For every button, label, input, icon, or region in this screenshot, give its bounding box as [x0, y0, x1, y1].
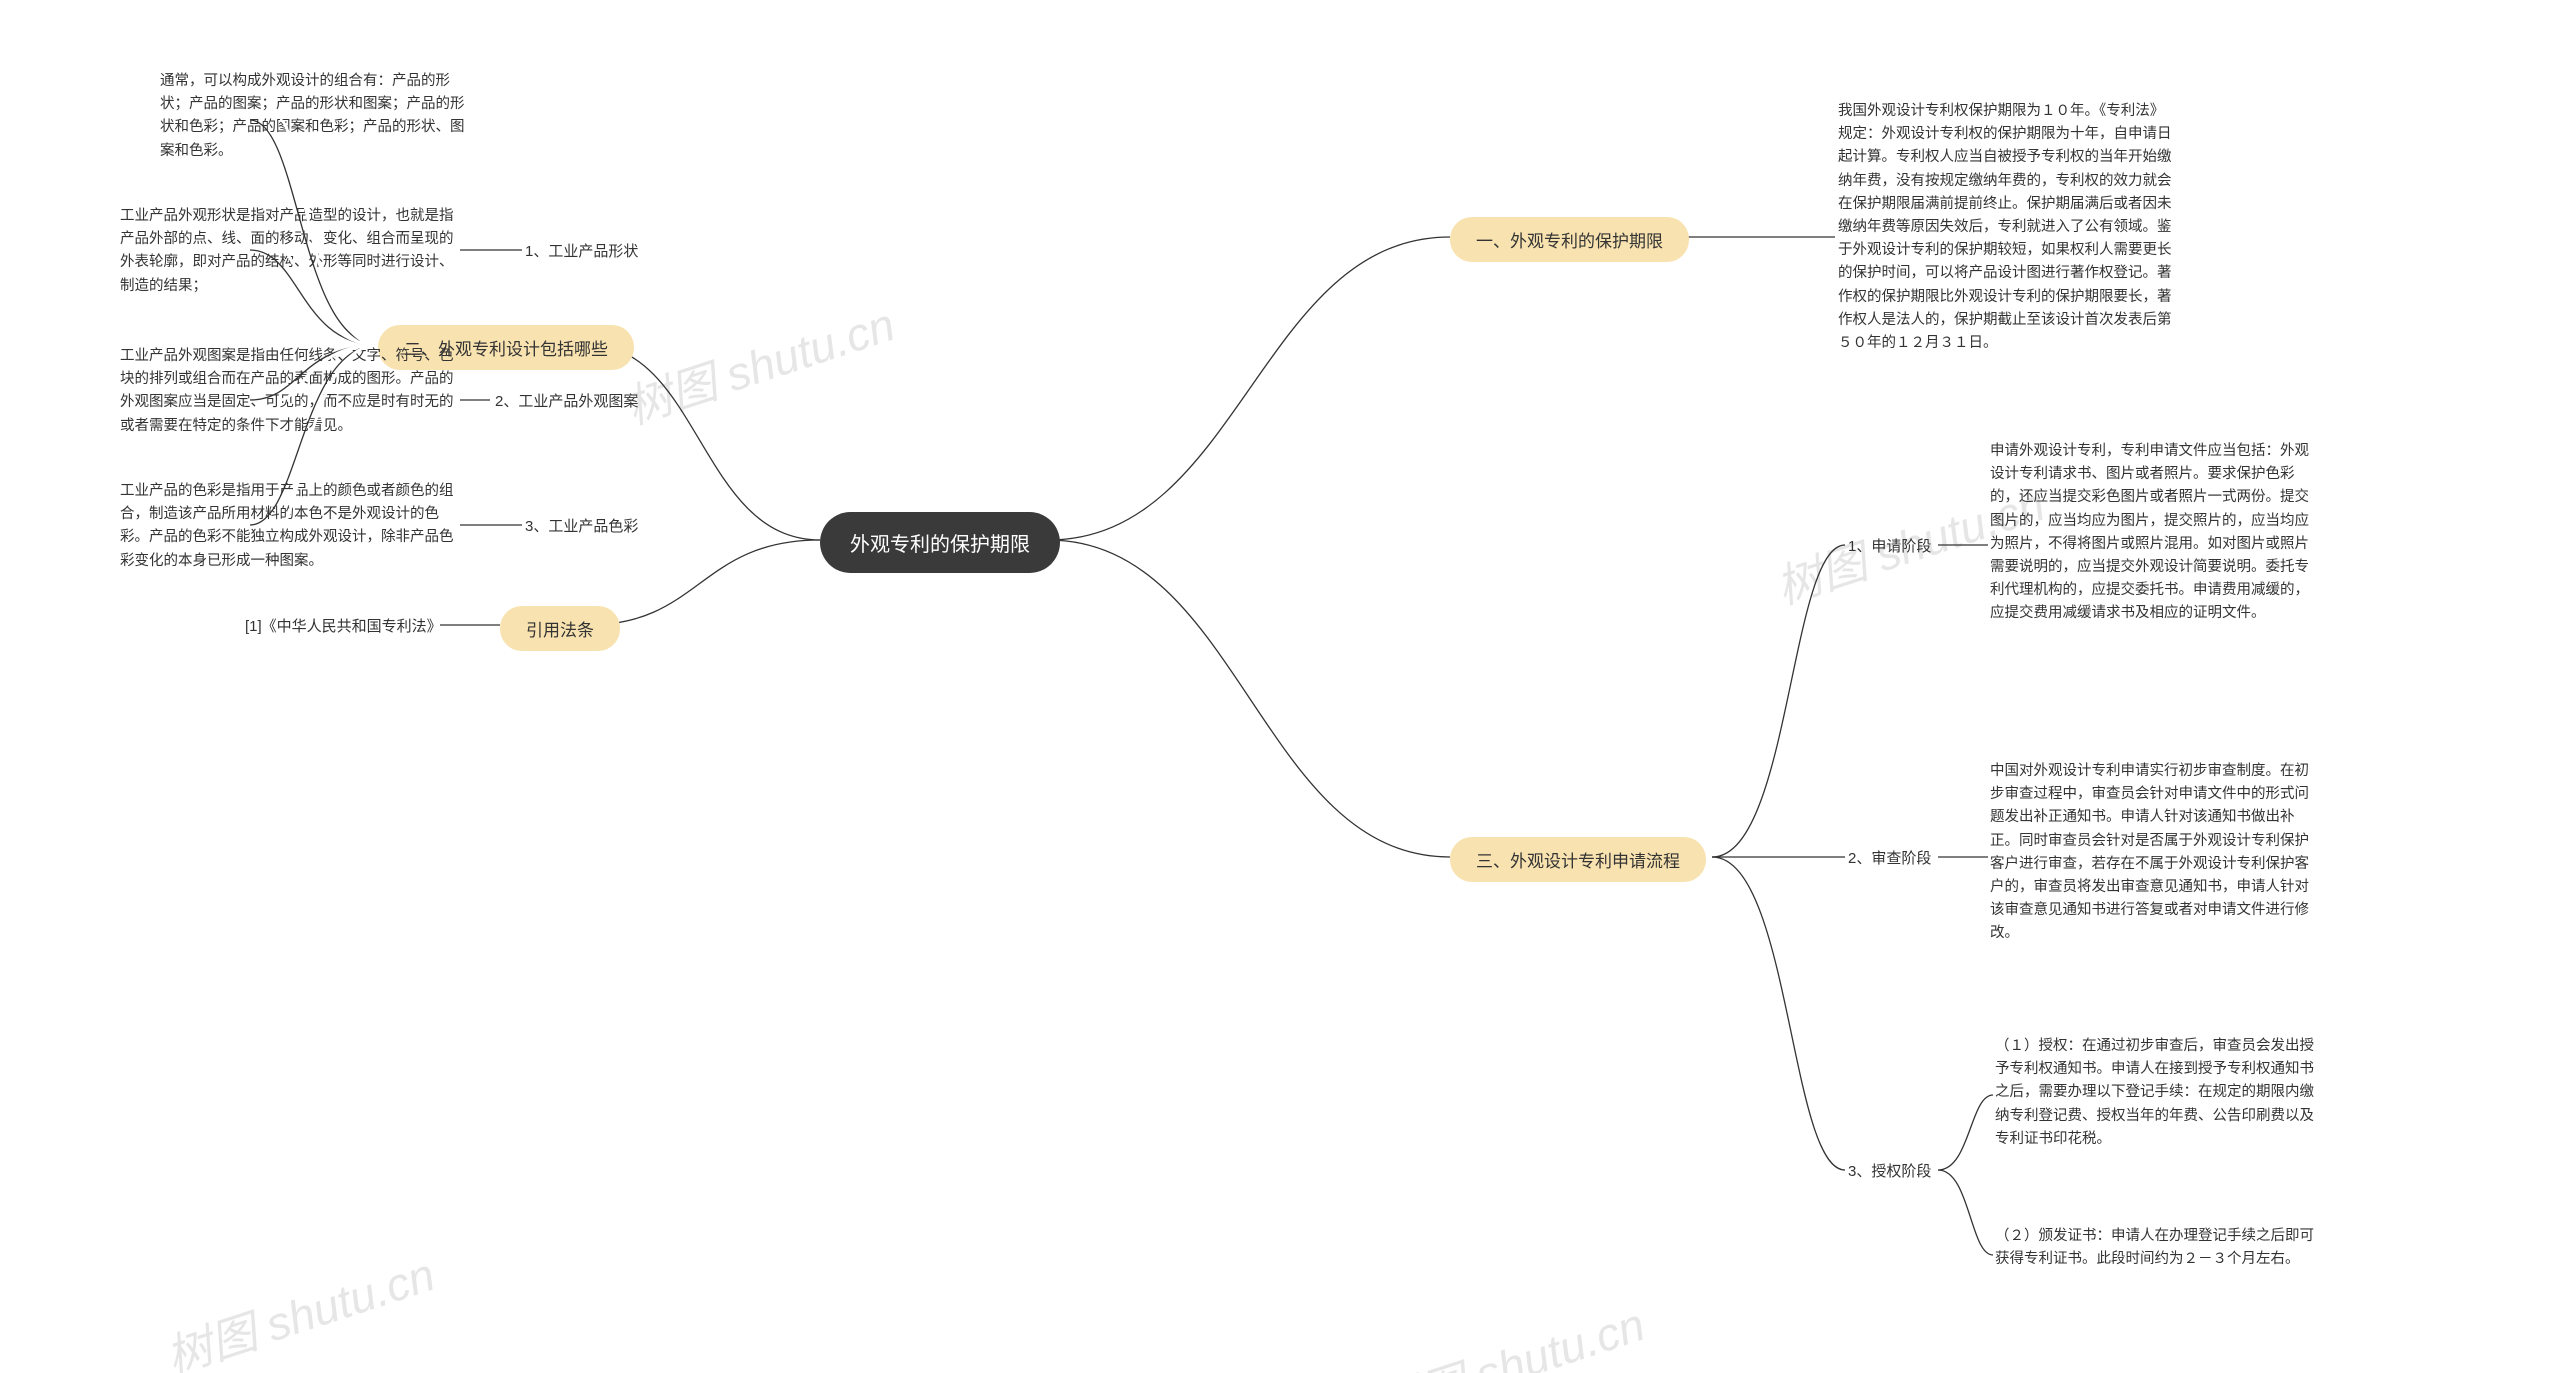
sub-apply-stage[interactable]: 1、申请阶段	[1848, 535, 1931, 556]
leaf-review-stage: 中国对外观设计专利申请实行初步审查制度。在初步审查过程中，审查员会针对申请文件中…	[1990, 760, 2320, 946]
branch-label: 一、外观专利的保护期限	[1476, 232, 1663, 251]
branch-application-process[interactable]: 三、外观设计专利申请流程	[1450, 837, 1706, 882]
leaf-intro: 通常，可以构成外观设计的组合有：产品的形状；产品的图案；产品的形状和图案；产品的…	[160, 70, 465, 163]
sub-pattern[interactable]: 2、工业产品外观图案	[495, 390, 638, 411]
branch-label: 三、外观设计专利申请流程	[1476, 852, 1680, 871]
leaf-protection-period: 我国外观设计专利权保护期限为１０年。《专利法》规定：外观设计专利权的保护期限为十…	[1838, 100, 2173, 355]
branch-protection-period[interactable]: 一、外观专利的保护期限	[1450, 217, 1689, 262]
leaf-pattern: 工业产品外观图案是指由任何线条、文字、符号、色块的排列或组合而在产品的表面构成的…	[120, 345, 455, 438]
leaf-law: [1]《中华人民共和国专利法》	[245, 615, 442, 636]
sub-shape[interactable]: 1、工业产品形状	[525, 240, 638, 261]
branch-law[interactable]: 引用法条	[500, 606, 620, 651]
watermark: 树图 shutu.cn	[617, 289, 902, 438]
leaf-apply-stage: 申请外观设计专利，专利申请文件应当包括：外观设计专利请求书、图片或者照片。要求保…	[1990, 440, 2320, 626]
watermark: 树图 shutu.cn	[1367, 1289, 1652, 1373]
sub-review-stage[interactable]: 2、审查阶段	[1848, 847, 1931, 868]
leaf-shape: 工业产品外观形状是指对产品造型的设计，也就是指产品外部的点、线、面的移动、变化、…	[120, 205, 455, 298]
root-label: 外观专利的保护期限	[850, 534, 1030, 556]
sub-color[interactable]: 3、工业产品色彩	[525, 515, 638, 536]
sub-grant-stage[interactable]: 3、授权阶段	[1848, 1160, 1931, 1181]
leaf-grant-2: （２）颁发证书：申请人在办理登记手续之后即可获得专利证书。此段时间约为２－３个月…	[1995, 1225, 2325, 1271]
leaf-color: 工业产品的色彩是指用于产品上的颜色或者颜色的组合，制造该产品所用材料的本色不是外…	[120, 480, 455, 573]
root-node[interactable]: 外观专利的保护期限	[820, 512, 1060, 573]
branch-label: 引用法条	[526, 621, 594, 640]
leaf-grant-1: （１）授权：在通过初步审查后，审查员会发出授予专利权通知书。申请人在接到授予专利…	[1995, 1035, 2325, 1151]
watermark: 树图 shutu.cn	[157, 1239, 442, 1373]
